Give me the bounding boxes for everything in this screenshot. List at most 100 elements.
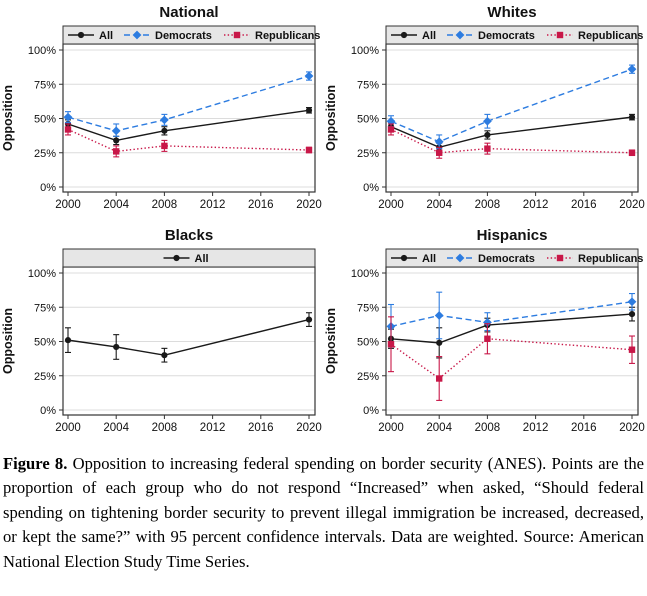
y-axis-label: Opposition	[1, 308, 15, 374]
y-tick-label: 50%	[34, 337, 56, 349]
marker-square-icon	[628, 149, 636, 156]
series-line-democrats	[390, 301, 633, 328]
legend-label: All	[195, 253, 209, 265]
figure-caption-label: Figure 8.	[3, 454, 68, 473]
y-tick-label: 0%	[40, 182, 56, 194]
marker-circle-icon	[436, 339, 443, 346]
marker-diamond-icon	[434, 311, 444, 320]
x-tick-label: 2012	[200, 199, 226, 211]
marker-square-icon	[436, 375, 443, 382]
x-tick-label: 2020	[619, 199, 645, 211]
marker-square-icon	[556, 254, 564, 262]
chart-blacks: Blacks All 0% 25% 50% 75% 100% 2000 2004 2008 2012…	[1, 227, 322, 434]
y-tick-label: 25%	[357, 371, 379, 383]
marker-square-icon	[484, 335, 491, 342]
legend-label: All	[422, 253, 436, 265]
y-tick-label: 100%	[351, 45, 379, 57]
series-line-republicans	[390, 128, 633, 154]
y-tick-label: 0%	[363, 405, 379, 417]
marker-diamond-icon	[111, 126, 121, 136]
marker-circle-icon	[628, 311, 636, 318]
x-tick-label: 2008	[152, 422, 178, 434]
series-line-republicans	[67, 128, 310, 153]
marker-diamond-icon	[160, 115, 169, 125]
x-tick-label: 2004	[426, 422, 452, 434]
y-tick-label: 0%	[40, 405, 56, 417]
legend-label: Democrats	[478, 30, 535, 42]
y-tick-label: 75%	[34, 79, 56, 91]
legend-label: Democrats	[155, 30, 212, 42]
y-axis-label: Opposition	[324, 308, 338, 374]
marker-square-icon	[305, 146, 313, 154]
series-line-all	[67, 318, 310, 356]
marker-circle-icon	[113, 343, 120, 351]
y-tick-label: 75%	[357, 302, 379, 314]
x-tick-label: 2020	[296, 199, 322, 211]
marker-circle-icon	[113, 137, 120, 144]
marker-square-icon	[387, 126, 395, 133]
x-tick-label: 2020	[296, 422, 322, 434]
x-tick-label: 2008	[475, 199, 501, 211]
series-line-all	[67, 109, 310, 142]
y-tick-label: 100%	[351, 268, 379, 280]
x-tick-label: 2004	[103, 422, 129, 434]
marker-circle-icon	[400, 254, 408, 262]
marker-square-icon	[233, 31, 241, 39]
marker-circle-icon	[161, 127, 168, 134]
y-tick-label: 100%	[28, 268, 56, 280]
marker-circle-icon	[484, 131, 491, 139]
legend-label: Republicans	[255, 30, 320, 42]
y-tick-label: 25%	[34, 148, 56, 160]
x-tick-label: 2000	[55, 422, 81, 434]
legend-box	[62, 25, 316, 45]
series-line-all	[390, 313, 633, 344]
marker-square-icon	[484, 145, 491, 152]
legend-box	[385, 248, 639, 268]
legend-label: Democrats	[478, 253, 535, 265]
x-tick-label: 2016	[571, 422, 597, 434]
x-tick-label: 2020	[619, 422, 645, 434]
legend-box	[385, 25, 639, 45]
chart-national: National All Democrats Republicans 0% 25% 50% 7…	[1, 4, 322, 211]
x-tick-label: 2016	[571, 199, 597, 211]
marker-diamond-icon	[483, 317, 492, 327]
marker-square-icon	[387, 341, 395, 348]
y-tick-label: 0%	[363, 182, 379, 194]
chart-grid: National All Democrats Republicans 0% 25% 50% 7…	[1, 4, 645, 434]
marker-diamond-icon	[483, 116, 492, 126]
marker-square-icon	[64, 126, 72, 133]
marker-circle-icon	[64, 337, 72, 344]
marker-circle-icon	[400, 31, 408, 39]
figure-caption: Figure 8. Opposition to increasing feder…	[3, 452, 644, 574]
marker-circle-icon	[161, 352, 168, 359]
y-tick-label: 25%	[34, 371, 56, 383]
chart-whites: Whites All Democrats Republicans 0% 25% 50% 75%…	[324, 4, 645, 211]
legend-label: Republicans	[578, 30, 643, 42]
series-line-democrats	[67, 75, 310, 132]
panel-title: Hispanics	[477, 227, 548, 244]
marker-square-icon	[161, 142, 168, 150]
x-tick-label: 2004	[426, 199, 452, 211]
x-tick-label: 2012	[523, 422, 549, 434]
y-tick-label: 75%	[357, 79, 379, 91]
marker-circle-icon	[305, 316, 313, 323]
y-axis-label: Opposition	[1, 85, 15, 151]
marker-square-icon	[556, 31, 564, 39]
y-tick-label: 100%	[28, 45, 56, 57]
panel-title: Blacks	[165, 227, 213, 244]
marker-diamond-icon	[627, 64, 637, 74]
x-tick-label: 2016	[248, 422, 274, 434]
marker-square-icon	[436, 149, 443, 156]
y-axis-label: Opposition	[324, 85, 338, 151]
x-tick-label: 2012	[523, 199, 549, 211]
marker-circle-icon	[305, 107, 313, 114]
y-tick-label: 75%	[34, 302, 56, 314]
marker-diamond-icon	[627, 297, 637, 307]
y-tick-label: 50%	[357, 114, 379, 126]
x-tick-label: 2008	[475, 422, 501, 434]
panel-title: National	[159, 4, 218, 21]
x-tick-label: 2004	[103, 199, 129, 211]
panel-title: Whites	[487, 4, 536, 21]
series-line-all	[390, 116, 633, 149]
